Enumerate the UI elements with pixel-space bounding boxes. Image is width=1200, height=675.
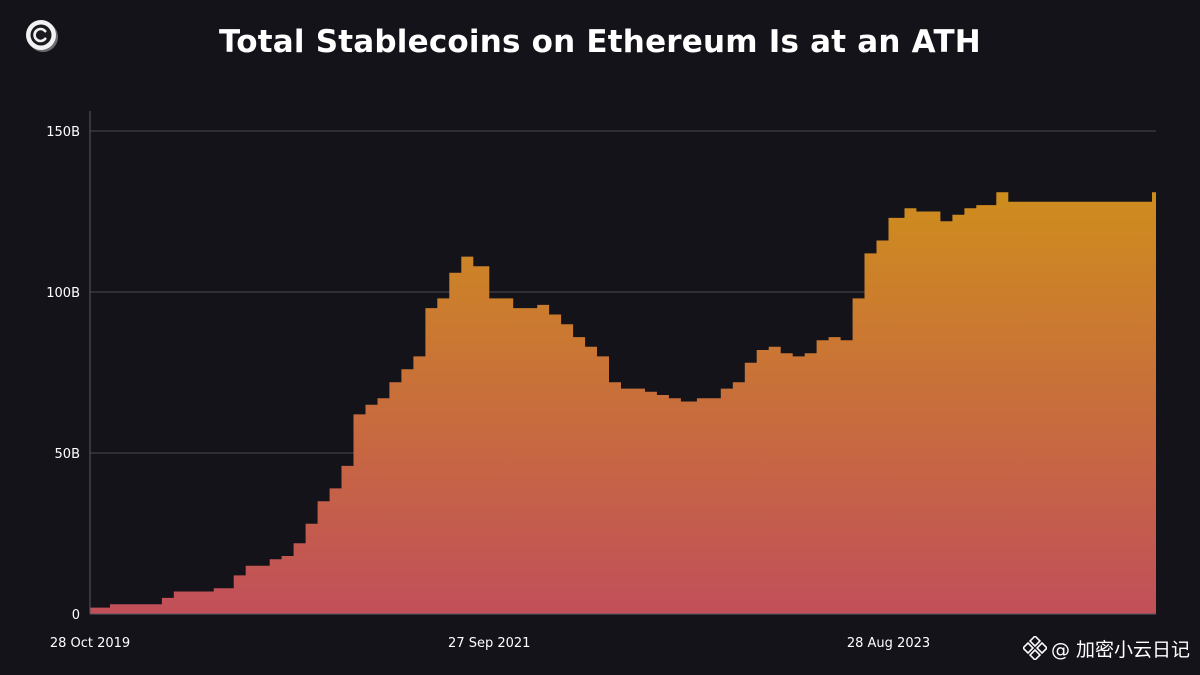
chart-title: Total Stablecoins on Ethereum Is at an A… xyxy=(219,24,981,60)
y-axis-ticks: 0 50B 100B 150B xyxy=(46,125,80,623)
y-tick-label: 50B xyxy=(55,447,80,462)
x-axis-ticks: 28 Oct 2019 27 Sep 2021 28 Aug 2023 xyxy=(50,636,930,651)
watermark-text: @ 加密小云日记 xyxy=(1050,638,1190,661)
y-tick-label: 0 xyxy=(72,608,80,623)
x-tick-label: 28 Aug 2023 xyxy=(847,636,930,651)
stablecoin-area xyxy=(90,192,1156,614)
y-tick-label: 150B xyxy=(46,125,80,140)
binance-diamond-icon xyxy=(1022,636,1047,660)
y-tick-label: 100B xyxy=(46,286,80,301)
x-tick-label: 28 Oct 2019 xyxy=(50,636,130,651)
watermark: @ 加密小云日记 xyxy=(1022,635,1190,661)
x-tick-label: 27 Sep 2021 xyxy=(448,636,530,651)
c-coin-logo-icon xyxy=(26,20,58,52)
